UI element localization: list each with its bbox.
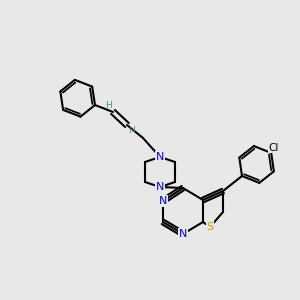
Text: H: H	[105, 101, 112, 110]
Text: H: H	[128, 126, 135, 135]
Text: N: N	[156, 182, 164, 192]
Text: S: S	[206, 222, 214, 232]
Text: N: N	[159, 196, 167, 206]
Text: Cl: Cl	[268, 142, 279, 152]
Text: N: N	[179, 229, 187, 239]
Text: N: N	[156, 152, 164, 162]
